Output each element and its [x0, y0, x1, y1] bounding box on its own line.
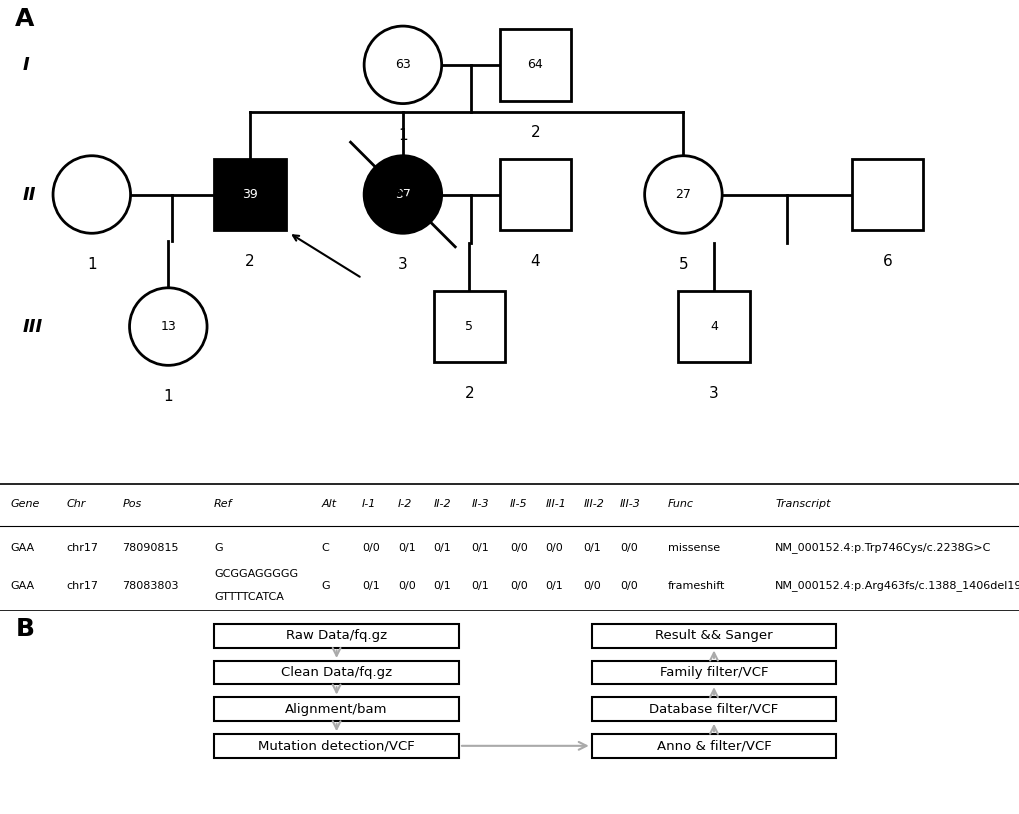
Text: II-3: II-3 [471, 499, 488, 509]
Text: 0/1: 0/1 [397, 543, 415, 553]
Text: Result && Sanger: Result && Sanger [654, 629, 772, 642]
Text: Transcript: Transcript [774, 499, 829, 509]
Text: Anno & filter/VCF: Anno & filter/VCF [656, 739, 770, 752]
Text: NM_000152.4:p.Trp746Cys/c.2238G>C: NM_000152.4:p.Trp746Cys/c.2238G>C [774, 543, 990, 554]
Text: Alignment/bam: Alignment/bam [285, 702, 387, 716]
Text: Raw Data/fq.gz: Raw Data/fq.gz [285, 629, 387, 642]
Text: 2: 2 [530, 125, 540, 139]
Text: NM_000152.4:p.Arg463fs/c.1388_1406del19: NM_000152.4:p.Arg463fs/c.1388_1406del19 [774, 580, 1019, 591]
Text: 5: 5 [465, 320, 473, 333]
Text: GTTTTCATCA: GTTTTCATCA [214, 593, 284, 602]
Ellipse shape [364, 155, 441, 234]
Bar [499, 159, 571, 230]
Text: 3: 3 [708, 387, 718, 401]
Bar [499, 29, 571, 101]
Text: Alt: Alt [321, 499, 336, 509]
Text: III-3: III-3 [620, 499, 640, 509]
Text: 0/1: 0/1 [362, 580, 379, 591]
Text: 0/0: 0/0 [583, 580, 600, 591]
Text: 0/0: 0/0 [362, 543, 379, 553]
Text: 6: 6 [881, 254, 892, 269]
Text: 78083803: 78083803 [122, 580, 178, 591]
Text: I-2: I-2 [397, 499, 412, 509]
Text: Family filter/VCF: Family filter/VCF [659, 666, 767, 679]
Text: 63: 63 [394, 59, 411, 72]
Text: 0/1: 0/1 [471, 543, 488, 553]
Bar [591, 698, 836, 721]
Text: B: B [15, 617, 35, 641]
Text: 37: 37 [394, 188, 411, 201]
Text: 0/1: 0/1 [471, 580, 488, 591]
Text: Func: Func [667, 499, 693, 509]
Text: Clean Data/fq.gz: Clean Data/fq.gz [281, 666, 391, 679]
Bar [591, 661, 836, 685]
Text: I: I [22, 56, 30, 74]
Text: C: C [321, 543, 329, 553]
Text: Mutation detection/VCF: Mutation detection/VCF [258, 739, 415, 752]
Text: 0/0: 0/0 [545, 543, 562, 553]
Text: 0/0: 0/0 [510, 580, 527, 591]
Text: 0/1: 0/1 [433, 580, 450, 591]
Text: GAA: GAA [10, 580, 35, 591]
Text: A: A [15, 7, 35, 31]
Bar [214, 698, 459, 721]
Text: G: G [321, 580, 329, 591]
Ellipse shape [129, 288, 207, 365]
Text: Database filter/VCF: Database filter/VCF [649, 702, 777, 716]
Bar [591, 734, 836, 758]
Text: 5: 5 [678, 257, 688, 272]
Text: 4: 4 [709, 320, 717, 333]
Text: III-1: III-1 [545, 499, 566, 509]
Text: chr17: chr17 [66, 580, 98, 591]
Text: 0/0: 0/0 [510, 543, 527, 553]
Text: 64: 64 [527, 59, 543, 72]
Text: frameshift: frameshift [667, 580, 725, 591]
Text: chr17: chr17 [66, 543, 98, 553]
Text: 13: 13 [160, 320, 176, 333]
Text: 4: 4 [530, 254, 540, 269]
Bar [591, 624, 836, 648]
Ellipse shape [644, 155, 721, 234]
Text: 1: 1 [163, 389, 173, 405]
Bar [678, 291, 749, 362]
Bar [433, 291, 504, 362]
Bar [214, 159, 285, 230]
Text: 3: 3 [397, 257, 408, 272]
Text: GAA: GAA [10, 543, 35, 553]
Text: II: II [22, 186, 36, 204]
Text: Gene: Gene [10, 499, 40, 509]
Text: 0/1: 0/1 [433, 543, 450, 553]
Bar [214, 624, 459, 648]
Bar [851, 159, 922, 230]
Text: missense: missense [667, 543, 719, 553]
Bar [214, 661, 459, 685]
Text: 0/1: 0/1 [545, 580, 562, 591]
Text: Pos: Pos [122, 499, 142, 509]
Text: 0/0: 0/0 [397, 580, 415, 591]
Text: 78090815: 78090815 [122, 543, 178, 553]
Text: 0/1: 0/1 [583, 543, 600, 553]
Text: 0/0: 0/0 [620, 580, 637, 591]
Text: Chr: Chr [66, 499, 86, 509]
Text: G: G [214, 543, 222, 553]
Text: 2: 2 [245, 254, 255, 269]
Text: 1: 1 [87, 257, 97, 272]
Text: 0/0: 0/0 [620, 543, 637, 553]
Text: III: III [22, 317, 43, 335]
Text: GCGGAGGGGG: GCGGAGGGGG [214, 569, 298, 579]
Text: III-2: III-2 [583, 499, 603, 509]
Text: II-2: II-2 [433, 499, 450, 509]
Text: I-1: I-1 [362, 499, 376, 509]
Text: 39: 39 [242, 188, 258, 201]
Text: II-5: II-5 [510, 499, 527, 509]
Ellipse shape [364, 26, 441, 103]
Bar [214, 734, 459, 758]
Text: Ref: Ref [214, 499, 232, 509]
Text: 27: 27 [675, 188, 691, 201]
Text: 1: 1 [397, 128, 408, 142]
Ellipse shape [53, 155, 130, 234]
Text: 2: 2 [464, 387, 474, 401]
